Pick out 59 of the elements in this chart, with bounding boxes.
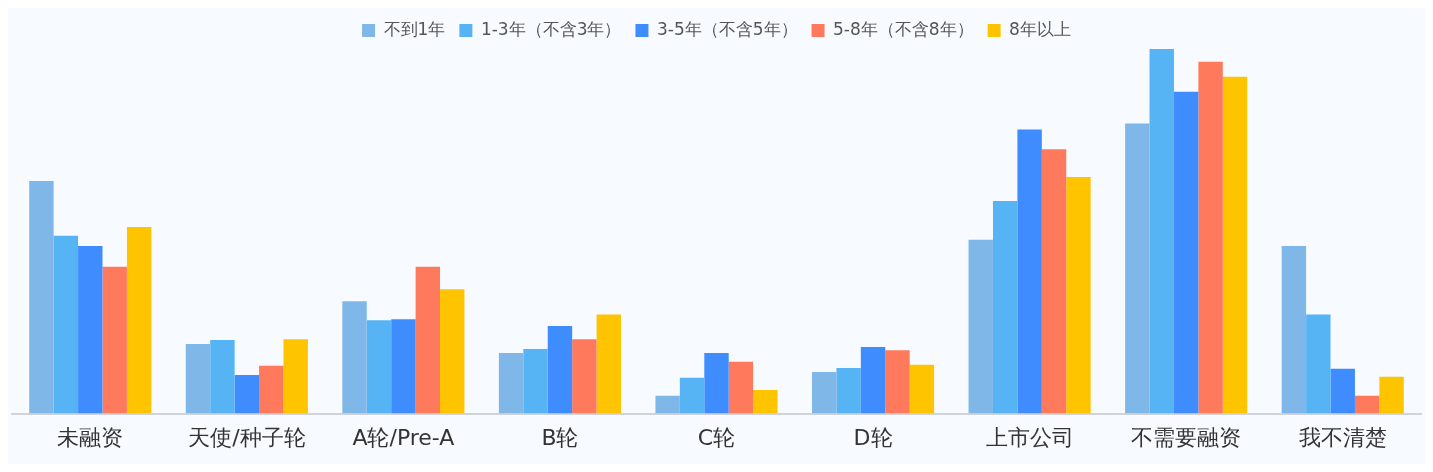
bar <box>234 374 260 414</box>
bar <box>259 365 284 414</box>
bar <box>1149 49 1174 414</box>
bar <box>1379 376 1404 414</box>
bar <box>1330 368 1355 414</box>
bar <box>29 180 54 414</box>
bar <box>78 245 103 414</box>
bar <box>126 226 152 414</box>
bar <box>498 353 524 414</box>
bar <box>655 395 680 414</box>
bar <box>1222 76 1248 414</box>
bar <box>704 353 729 414</box>
x-tick-label: C轮 <box>697 424 736 450</box>
bar <box>342 301 367 414</box>
bar <box>283 339 308 414</box>
bar <box>1281 245 1307 414</box>
bar <box>992 201 1018 414</box>
bar <box>391 319 416 414</box>
bar <box>1066 176 1091 414</box>
legend-label: 不到1年 <box>383 18 446 39</box>
bar <box>596 314 621 414</box>
bar <box>415 266 441 414</box>
bar <box>885 350 910 414</box>
x-tick-label: 天使/种子轮 <box>188 424 306 450</box>
legend-label: 1-3年（不含3年） <box>480 18 622 39</box>
bar <box>1041 149 1067 414</box>
bar <box>968 239 993 414</box>
bar <box>547 326 573 414</box>
bar <box>728 361 754 414</box>
bar <box>572 339 597 414</box>
bar <box>185 343 211 414</box>
bar <box>102 266 127 414</box>
x-tick-label: 上市公司 <box>985 424 1074 450</box>
bar <box>366 320 392 414</box>
x-tick-label: 未融资 <box>57 424 124 450</box>
bar <box>53 235 79 414</box>
bar <box>210 339 235 414</box>
bar <box>860 346 886 414</box>
x-tick-label: B轮 <box>541 424 579 450</box>
x-tick-label: A轮/Pre-A <box>352 424 455 450</box>
x-tick-label: 我不清楚 <box>1298 424 1387 450</box>
bar <box>836 368 861 414</box>
bar <box>1125 123 1150 414</box>
legend-label: 5-8年（不含8年） <box>833 18 974 39</box>
x-tick-label: D轮 <box>853 424 893 450</box>
bar <box>909 364 935 414</box>
bar <box>1306 314 1331 414</box>
bar <box>523 349 548 414</box>
bar <box>812 372 837 414</box>
legend-label: 3-5年（不含5年） <box>656 18 798 39</box>
bar <box>1173 91 1199 414</box>
bar <box>1017 129 1042 414</box>
bar <box>1198 61 1223 414</box>
bar <box>1354 395 1380 414</box>
bar <box>679 377 705 414</box>
legend-label: 8年以上 <box>1009 18 1071 39</box>
x-tick-label: 不需要融资 <box>1131 424 1242 450</box>
bar <box>440 289 465 414</box>
bar <box>753 389 778 414</box>
